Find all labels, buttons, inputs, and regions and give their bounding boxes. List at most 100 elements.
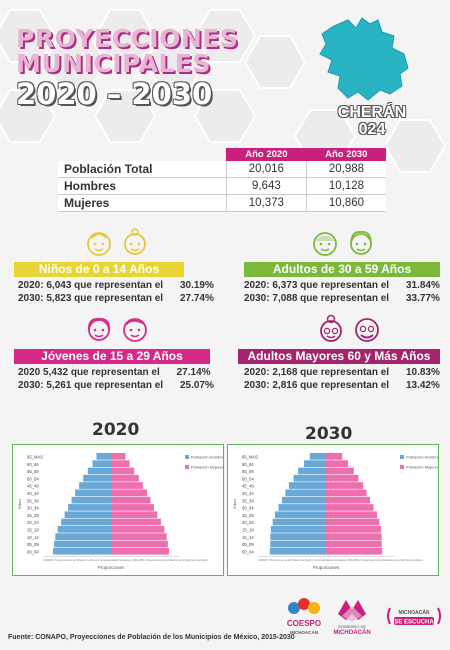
pyramid-bar-men bbox=[68, 504, 111, 511]
pyramid-bar-men bbox=[87, 467, 111, 475]
municipality-map-icon bbox=[319, 17, 409, 101]
value-2030: 10,860 bbox=[306, 194, 386, 212]
michoacan-se-escucha-logo: MICHOACÁN SE ESCUCHA bbox=[387, 607, 441, 626]
woman-face-icon bbox=[350, 231, 372, 255]
gobierno-michoacan-logo: GOBIERNO DE MICHOACÁN bbox=[333, 600, 371, 636]
pyramid-bar-women bbox=[111, 547, 169, 555]
adults-stats: 2020: 6,373 que representan el 31.84% 20… bbox=[244, 279, 440, 305]
pyramid-bar-women bbox=[326, 496, 371, 504]
pyramid-age-label: 40_44 bbox=[242, 491, 254, 496]
value-2030: 20,988 bbox=[306, 161, 386, 178]
value-2020: 20,016 bbox=[225, 161, 307, 178]
pyramid-bar-men bbox=[293, 474, 326, 482]
coespo-logo-text: COESPO bbox=[287, 619, 321, 628]
pyramid-bar-men bbox=[83, 474, 111, 482]
legend-label-women: Población Mujeres bbox=[191, 465, 223, 470]
pyramid-age-label: 55_59 bbox=[27, 469, 39, 474]
pyramid-bar-men bbox=[55, 533, 111, 540]
stat-year: 2020: bbox=[244, 367, 270, 378]
stat-year: 2030: bbox=[244, 293, 270, 304]
gobierno-logo-top: GOBIERNO DE bbox=[338, 624, 367, 629]
pyramid-bar-women bbox=[111, 453, 126, 460]
pyramid-age-label: 60_64 bbox=[27, 462, 39, 467]
pyramid-bar-men bbox=[270, 533, 326, 540]
stat-year: 2030: bbox=[18, 380, 44, 391]
se-escucha-logo-text: SE ESCUCHA bbox=[394, 620, 434, 626]
pyramid-bar-women bbox=[111, 533, 167, 540]
adults-banner: Adultos de 30 a 59 Años bbox=[244, 262, 440, 277]
pyramid-bar-men bbox=[288, 482, 326, 489]
pyramid-bar-men bbox=[278, 504, 326, 511]
title-years: 2020 – 2030 bbox=[16, 77, 213, 111]
row-label: Mujeres bbox=[58, 194, 227, 212]
pyramid-bar-women bbox=[111, 482, 143, 489]
pyramid-bar-women bbox=[326, 504, 374, 511]
pyramid-bar-men bbox=[53, 547, 111, 555]
pyramid-bar-men bbox=[281, 496, 326, 504]
elderly-stats: 2020: 2,168 que representan el 10.83% 20… bbox=[244, 366, 440, 392]
pyramid-svg-2030: Edad 65_MAS 60_64 55_59 50_54 45_49 40_44 35_39… bbox=[232, 453, 441, 570]
stat-year: 2030: bbox=[18, 293, 44, 304]
pyramid-bar-men bbox=[270, 526, 326, 533]
pyramid-age-label: 30_34 bbox=[242, 506, 254, 511]
title-line-2: MUNICIPALES bbox=[16, 49, 211, 78]
municipality-code: 024 bbox=[358, 121, 386, 138]
pyramid-bar-women bbox=[326, 511, 378, 519]
pyramid-bar-men bbox=[79, 482, 111, 489]
elderly-man-face-icon bbox=[355, 318, 379, 342]
pyramid-chart-2020: Edad 65_MAS 60_64 55_59 50_54 45_49 40_44 35_39… bbox=[12, 444, 226, 576]
man-face-icon bbox=[313, 232, 337, 256]
stat-text: 2,168 que representan el bbox=[272, 367, 390, 378]
pyramid-age-label: 35_39 bbox=[242, 498, 254, 503]
pyramid-age-label: 35_39 bbox=[27, 498, 39, 503]
pyramid-bar-women bbox=[111, 489, 147, 497]
young-man-face-icon bbox=[123, 318, 147, 342]
source-footnote: Fuente: CONAPO, Proyecciones de Població… bbox=[8, 634, 295, 641]
stat-text: 5,261 que representan el bbox=[46, 380, 164, 391]
pyramid-age-label: 20_24 bbox=[242, 520, 254, 525]
header-2030: Año 2030 bbox=[306, 148, 386, 161]
stat-text: 5,823 que representan el bbox=[46, 293, 164, 304]
pyramid-age-label: 30_34 bbox=[27, 506, 39, 511]
stat-year: 2020 bbox=[18, 367, 41, 378]
pyramid-bar-women bbox=[111, 504, 154, 511]
pyramid-age-label: 05_09 bbox=[242, 542, 254, 547]
pyramid-title-2020: 2020 bbox=[92, 420, 140, 440]
pyramid-bar-men bbox=[61, 518, 111, 526]
stat-year: 2030: bbox=[244, 380, 270, 391]
pyramid-bar-men bbox=[71, 496, 111, 504]
pyramid-age-label: 65_MAS bbox=[242, 455, 258, 460]
pyramid-xlabel: Proporciones bbox=[98, 565, 125, 570]
pyramid-title-2030: 2030 bbox=[305, 424, 353, 444]
coespo-logo: COESPO MICHOACÁN bbox=[287, 598, 321, 635]
stat-year: 2020: bbox=[244, 280, 270, 291]
stat-text: 2,816 que representan el bbox=[272, 380, 390, 391]
legend-swatch-women bbox=[400, 465, 404, 469]
pyramid-age-label: 15_19 bbox=[27, 528, 39, 533]
pyramid-bar-men bbox=[96, 453, 111, 460]
stat-percent: 30.19% bbox=[179, 280, 214, 291]
young-woman-face-icon bbox=[88, 318, 110, 341]
pyramid-bar-men bbox=[298, 467, 326, 475]
pyramid-bar-women bbox=[326, 526, 382, 533]
title-line-1: PROYECCIONES bbox=[16, 24, 239, 53]
pyramid-bar-women bbox=[326, 489, 367, 497]
pyramid-bar-women bbox=[326, 533, 382, 540]
pyramid-bar-women bbox=[111, 518, 161, 526]
stat-text: 5,432 que representan el bbox=[43, 367, 160, 378]
children-icons bbox=[84, 228, 150, 258]
pyramid-bar-women bbox=[111, 540, 168, 548]
pyramid-age-label: 45_49 bbox=[242, 484, 254, 489]
stat-text: 6,373 que representan el bbox=[272, 280, 390, 291]
municipality-label: CHERÁN 024 bbox=[330, 104, 414, 138]
pyramid-bar-women bbox=[326, 474, 359, 482]
stat-percent: 27.14% bbox=[176, 367, 211, 378]
pyramid-age-label: 25_29 bbox=[242, 513, 254, 518]
elderly-woman-face-icon bbox=[320, 314, 342, 342]
pyramid-bar-men bbox=[92, 460, 111, 467]
pyramid-bar-men bbox=[57, 526, 111, 533]
row-label: Hombres bbox=[58, 177, 227, 195]
pyramid-chart-2030: Edad 65_MAS 60_64 55_59 50_54 45_49 40_44 35_39… bbox=[227, 444, 441, 576]
pyramid-bar-women bbox=[111, 460, 130, 467]
stat-percent: 25.07% bbox=[179, 380, 214, 391]
